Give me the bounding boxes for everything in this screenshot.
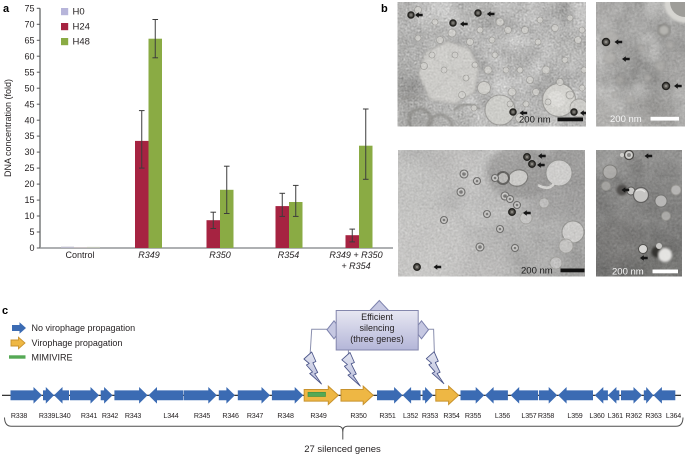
svg-text:Efficient: Efficient	[361, 312, 393, 322]
svg-text:R350: R350	[209, 250, 231, 260]
svg-text:(three genes): (three genes)	[350, 334, 404, 344]
svg-text:R355: R355	[465, 412, 482, 420]
svg-text:L364: L364	[666, 412, 681, 420]
svg-text:R347: R347	[247, 412, 264, 420]
svg-text:L360: L360	[589, 412, 604, 420]
svg-text:R354: R354	[443, 412, 460, 420]
svg-text:R342: R342	[102, 412, 119, 420]
svg-text:L361: L361	[608, 412, 623, 420]
svg-text:b: b	[381, 3, 388, 15]
svg-text:55: 55	[24, 67, 34, 77]
svg-text:15: 15	[24, 195, 34, 205]
svg-text:L357: L357	[521, 412, 536, 420]
svg-text:200 nm: 200 nm	[610, 114, 642, 125]
svg-text:20: 20	[24, 179, 34, 189]
svg-text:DNA concentration (fold): DNA concentration (fold)	[3, 79, 13, 177]
svg-text:R351: R351	[379, 412, 396, 420]
svg-text:R358: R358	[538, 412, 555, 420]
svg-text:R348: R348	[277, 412, 294, 420]
svg-text:R349: R349	[310, 412, 327, 420]
svg-text:27 silenced genes: 27 silenced genes	[304, 444, 381, 455]
svg-text:R362: R362	[626, 412, 643, 420]
svg-text:65: 65	[24, 35, 34, 45]
svg-text:R343: R343	[125, 412, 142, 420]
svg-text:R363: R363	[645, 412, 662, 420]
svg-text:R349 + R350: R349 + R350	[329, 250, 382, 260]
svg-text:H0: H0	[73, 7, 85, 18]
svg-text:45: 45	[24, 99, 34, 109]
svg-text:MIMIVIRE: MIMIVIRE	[32, 353, 73, 363]
svg-text:silencing: silencing	[359, 323, 394, 333]
svg-text:R349: R349	[138, 250, 160, 260]
svg-text:H24: H24	[73, 22, 90, 33]
svg-text:75: 75	[24, 3, 34, 13]
svg-text:0: 0	[29, 243, 34, 253]
svg-text:R339: R339	[39, 412, 56, 420]
svg-text:a: a	[3, 3, 10, 15]
svg-text:R346: R346	[222, 412, 239, 420]
svg-text:R338: R338	[11, 412, 28, 420]
svg-text:200 nm: 200 nm	[519, 115, 551, 126]
svg-text:25: 25	[24, 163, 34, 173]
svg-text:200 nm: 200 nm	[521, 266, 553, 277]
svg-text:10: 10	[24, 211, 34, 221]
svg-text:60: 60	[24, 51, 34, 61]
svg-text:Control: Control	[65, 250, 94, 260]
svg-text:H48: H48	[73, 37, 90, 48]
svg-text:L359: L359	[567, 412, 582, 420]
svg-text:R341: R341	[81, 412, 98, 420]
svg-text:70: 70	[24, 19, 34, 29]
svg-text:40: 40	[24, 115, 34, 125]
svg-text:R353: R353	[422, 412, 439, 420]
svg-text:R350: R350	[350, 412, 367, 420]
svg-text:Virophage propagation: Virophage propagation	[32, 338, 123, 348]
svg-text:5: 5	[29, 227, 34, 237]
svg-text:L340: L340	[55, 412, 70, 420]
svg-text:L356: L356	[495, 412, 510, 420]
svg-text:+ R354: + R354	[341, 261, 370, 271]
svg-text:No virophage propagation: No virophage propagation	[32, 323, 136, 333]
svg-text:c: c	[2, 305, 8, 317]
svg-text:L352: L352	[403, 412, 418, 420]
svg-text:200 nm: 200 nm	[612, 267, 644, 278]
svg-text:L344: L344	[163, 412, 178, 420]
svg-text:30: 30	[24, 147, 34, 157]
svg-text:R345: R345	[194, 412, 211, 420]
svg-text:R354: R354	[278, 250, 300, 260]
svg-text:35: 35	[24, 131, 34, 141]
svg-text:50: 50	[24, 83, 34, 93]
